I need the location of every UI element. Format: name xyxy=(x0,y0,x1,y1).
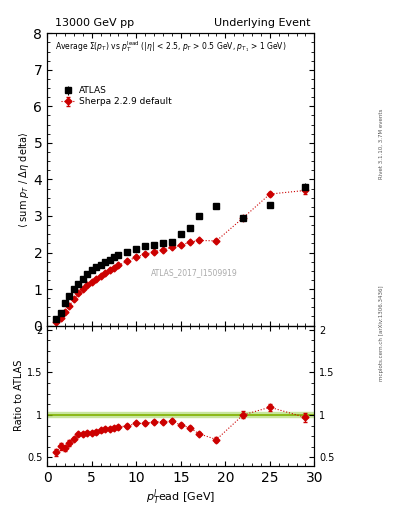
Text: Underlying Event: Underlying Event xyxy=(214,18,310,28)
Legend: ATLAS, Sherpa 2.2.9 default: ATLAS, Sherpa 2.2.9 default xyxy=(60,84,173,108)
Text: mcplots.cern.ch [arXiv:1306.3436]: mcplots.cern.ch [arXiv:1306.3436] xyxy=(379,285,384,380)
Text: ATLAS_2017_I1509919: ATLAS_2017_I1509919 xyxy=(151,268,237,278)
X-axis label: $p_T^l$ead [GeV]: $p_T^l$ead [GeV] xyxy=(146,487,215,507)
Y-axis label: $\langle$ sum $p_T$ / $\Delta\eta$ delta$\rangle$: $\langle$ sum $p_T$ / $\Delta\eta$ delta… xyxy=(17,131,31,228)
Bar xyxy=(47,412,314,417)
Text: Rivet 3.1.10, 3.7M events: Rivet 3.1.10, 3.7M events xyxy=(379,108,384,179)
Text: 13000 GeV pp: 13000 GeV pp xyxy=(55,18,134,28)
Text: Average $\Sigma(p_T)$ vs $p_T^{\rm lead}$ ($|\eta|$ < 2.5, $p_T$ > 0.5 GeV, $p_{: Average $\Sigma(p_T)$ vs $p_T^{\rm lead}… xyxy=(55,39,286,54)
Y-axis label: Ratio to ATLAS: Ratio to ATLAS xyxy=(14,360,24,432)
